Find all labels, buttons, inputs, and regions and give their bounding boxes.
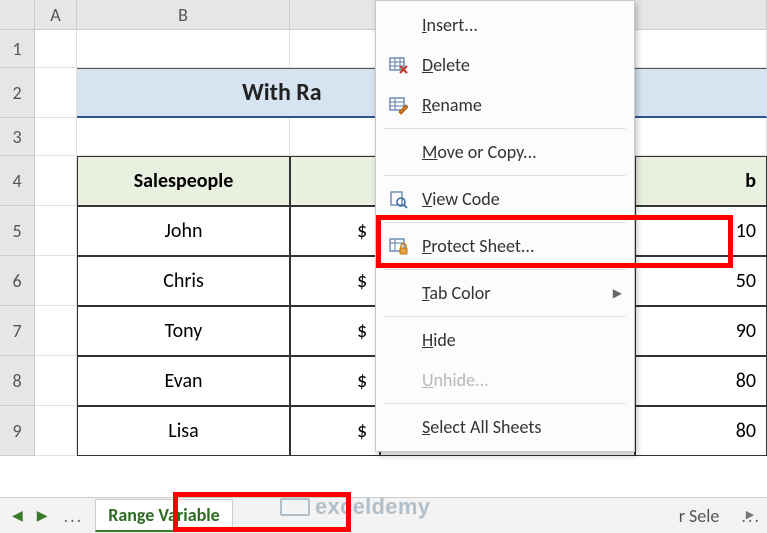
menu-item-label: Rename <box>422 94 482 116</box>
menu-separator <box>384 403 626 404</box>
cell[interactable] <box>35 306 77 356</box>
menu-item-label: View Code <box>422 188 500 210</box>
table-cell-amount[interactable]: $ <box>290 206 380 256</box>
row-header-6[interactable]: 6 <box>0 256 35 306</box>
tab-nav-prev[interactable]: ◀ <box>8 507 27 524</box>
cell[interactable] <box>290 30 380 68</box>
blank-icon <box>386 281 410 305</box>
cell[interactable] <box>35 68 77 118</box>
table-cell[interactable]: 90 <box>635 306 767 356</box>
col-header-e[interactable] <box>635 0 767 30</box>
col-header-a[interactable]: A <box>35 0 77 30</box>
currency-symbol: $ <box>349 269 371 293</box>
cell[interactable] <box>35 406 77 456</box>
row-header-1[interactable]: 1 <box>0 30 35 68</box>
cell[interactable] <box>35 156 77 206</box>
row-header-5[interactable]: 5 <box>0 206 35 256</box>
row-header-4[interactable]: 4 <box>0 156 35 206</box>
menu-item-rename[interactable]: Rename <box>378 85 632 125</box>
cell[interactable] <box>77 118 290 156</box>
blank-icon <box>386 415 410 439</box>
row-header-3[interactable]: 3 <box>0 118 35 156</box>
table-cell[interactable]: 50 <box>635 256 767 306</box>
menu-item-label: Move or Copy... <box>422 141 537 163</box>
menu-item-tab-color[interactable]: Tab Color ▶ <box>378 273 632 313</box>
table-cell[interactable]: 80 <box>635 356 767 406</box>
table-cell-name[interactable]: Evan <box>77 356 290 406</box>
cell[interactable] <box>35 30 77 68</box>
menu-item-label: Delete <box>422 54 470 76</box>
select-all-corner[interactable] <box>0 0 35 30</box>
menu-item-protect-sheet[interactable]: Protect Sheet... <box>378 226 632 266</box>
submenu-arrow-icon: ▶ <box>613 286 622 301</box>
cell[interactable] <box>635 30 767 68</box>
cell[interactable] <box>290 118 380 156</box>
menu-item-view-code[interactable]: View Code <box>378 179 632 219</box>
sheet-tab-context-menu: Insert... Delete Rename Move or Copy... View… <box>375 0 635 452</box>
table-cell-name[interactable]: Lisa <box>77 406 290 456</box>
menu-item-label: Tab Color <box>422 282 491 304</box>
menu-item-label: Unhide... <box>422 369 489 391</box>
menu-separator <box>384 269 626 270</box>
table-header-4[interactable]: b <box>635 156 767 206</box>
grid-x-icon <box>386 53 410 77</box>
col-header-c[interactable] <box>290 0 380 30</box>
menu-separator <box>384 222 626 223</box>
cell[interactable] <box>35 356 77 406</box>
grid-lock-icon <box>386 234 410 258</box>
table-cell[interactable]: 10 <box>635 206 767 256</box>
menu-separator <box>384 316 626 317</box>
table-cell-amount[interactable]: $ <box>290 356 380 406</box>
menu-item-label: Insert... <box>422 14 478 36</box>
currency-symbol: $ <box>349 219 371 243</box>
blank-icon <box>386 368 410 392</box>
blank-icon <box>386 140 410 164</box>
row-header-7[interactable]: 7 <box>0 306 35 356</box>
cell[interactable] <box>35 206 77 256</box>
table-cell[interactable]: 80 <box>635 406 767 456</box>
mag-icon <box>386 187 410 211</box>
sheet-tab-bar: ◀ ▶ ... Range Variable r Sele ... <box>0 497 767 533</box>
currency-symbol: $ <box>349 369 371 393</box>
table-cell-name[interactable]: Chris <box>77 256 290 306</box>
menu-separator <box>384 128 626 129</box>
menu-item-select-all-sheets[interactable]: Select All Sheets <box>378 407 632 447</box>
table-cell-name[interactable]: John <box>77 206 290 256</box>
cell[interactable] <box>35 118 77 156</box>
table-header-2[interactable] <box>290 156 380 206</box>
sheet-tab-active[interactable]: Range Variable <box>95 499 233 532</box>
cell[interactable] <box>77 30 290 68</box>
blank-icon <box>386 13 410 37</box>
menu-item-label: Select All Sheets <box>422 416 541 438</box>
cell[interactable] <box>35 256 77 306</box>
menu-item-label: Protect Sheet... <box>422 235 535 257</box>
menu-separator <box>384 175 626 176</box>
currency-symbol: $ <box>349 319 371 343</box>
row-header-2[interactable]: 2 <box>0 68 35 118</box>
blank-icon <box>386 328 410 352</box>
tab-overflow-left[interactable]: ... <box>58 505 90 527</box>
menu-item-move-or-copy[interactable]: Move or Copy... <box>378 132 632 172</box>
menu-item-insert[interactable]: Insert... <box>378 5 632 45</box>
table-header-salespeople[interactable]: Salespeople <box>77 156 290 206</box>
menu-item-unhide: Unhide... <box>378 360 632 400</box>
menu-item-label: Hide <box>422 329 456 351</box>
tab-nav-next[interactable]: ▶ <box>33 507 52 524</box>
currency-symbol: $ <box>349 419 371 443</box>
menu-item-delete[interactable]: Delete <box>378 45 632 85</box>
table-cell-amount[interactable]: $ <box>290 256 380 306</box>
grid-pen-icon <box>386 93 410 117</box>
table-cell-amount[interactable]: $ <box>290 306 380 356</box>
row-headers: 1 2 3 4 5 6 7 8 9 <box>0 0 35 497</box>
menu-item-hide[interactable]: Hide <box>378 320 632 360</box>
table-cell-amount[interactable]: $ <box>290 406 380 456</box>
row-header-8[interactable]: 8 <box>0 356 35 406</box>
table-cell-name[interactable]: Tony <box>77 306 290 356</box>
sheet-tab-partial[interactable]: r Sele <box>669 501 730 531</box>
cell[interactable] <box>635 118 767 156</box>
scroll-right-button[interactable]: ▶ <box>739 503 761 525</box>
row-header-9[interactable]: 9 <box>0 406 35 456</box>
col-header-b[interactable]: B <box>77 0 290 30</box>
